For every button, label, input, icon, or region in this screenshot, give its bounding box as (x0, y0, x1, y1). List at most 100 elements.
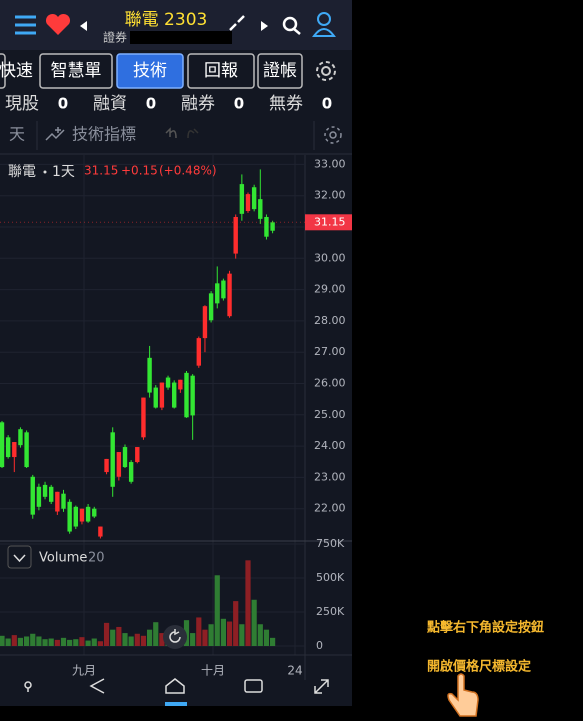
volume-bar (128, 636, 134, 646)
volume-bar (36, 636, 42, 646)
app (0, 0, 352, 706)
volume-bar (153, 622, 159, 646)
prev-icon[interactable] (80, 21, 87, 31)
position-label: 融券 (181, 94, 215, 114)
tab[interactable] (0, 53, 6, 89)
redo-icon[interactable] (187, 128, 199, 139)
candle-body (258, 199, 263, 219)
candle-body (264, 216, 269, 237)
volume-bar (79, 637, 85, 646)
volume-bar (214, 575, 220, 646)
title: 聯電 2303 (125, 10, 208, 30)
volume-bar (270, 637, 276, 646)
hint-line: 點擊右下角設定按鈕 (427, 620, 544, 636)
redacted (130, 31, 232, 44)
nav-indicator (165, 702, 187, 706)
position-value: 0 (322, 95, 332, 113)
volume-bar (233, 601, 239, 646)
price-tick-label: 25.00 (314, 408, 346, 421)
settings-icon[interactable] (316, 61, 336, 81)
tab-label[interactable]: 技術 (133, 61, 167, 81)
favorite-icon[interactable] (45, 13, 71, 36)
hand-icon (447, 673, 479, 717)
volume-bar (190, 633, 196, 646)
candle-body (221, 280, 226, 299)
candle-body (18, 429, 23, 446)
volume-bar (251, 599, 257, 646)
volume-bar (67, 639, 73, 646)
candle-body (251, 187, 257, 210)
volume-bar (226, 621, 233, 646)
candle-body (172, 382, 177, 408)
candle-body (0, 422, 5, 468)
candle-body (5, 437, 11, 458)
candle-body (215, 283, 220, 304)
volume-tick-label: 750K (316, 537, 345, 550)
hint-line: 開啟價格尺標設定 (427, 659, 531, 675)
reset-button[interactable] (163, 625, 187, 649)
position-value: 0 (146, 95, 156, 113)
volume-bar (116, 626, 122, 646)
candle-body (116, 452, 122, 477)
price-tick-label: 33.00 (314, 157, 346, 170)
nav-icons[interactable] (24, 678, 329, 694)
volume-bar (263, 629, 270, 646)
price-tick-label: 32.00 (314, 189, 346, 202)
candle-body (85, 506, 91, 522)
reset-icon[interactable] (169, 629, 181, 643)
volume-bar (48, 638, 54, 646)
compress-icon[interactable] (229, 15, 245, 31)
account-label: 證券 (103, 30, 127, 45)
scale-background (305, 155, 352, 680)
last-price: 31.15 (84, 164, 118, 178)
candle-body (104, 458, 109, 473)
tab[interactable] (257, 53, 303, 89)
x-tick-label: 十月 (201, 664, 225, 678)
volume-bar (103, 622, 110, 646)
price-tick-label: 27.00 (314, 345, 346, 358)
undo-icon[interactable] (165, 127, 177, 139)
indicators-button[interactable]: 技術指標 (72, 125, 136, 144)
price-tag-label: 31.15 (314, 215, 346, 228)
price-tick-label: 24.00 (314, 439, 346, 452)
indicator-icon[interactable] (45, 127, 65, 141)
price-tick-label: 30.00 (314, 251, 346, 264)
tab[interactable] (187, 53, 255, 89)
volume-bar (122, 633, 128, 646)
tab-label[interactable]: 快速 (0, 61, 33, 81)
candle-body (159, 382, 165, 408)
volume-bar (208, 624, 214, 646)
tab[interactable] (39, 53, 113, 89)
price-tick-label: 28.00 (314, 314, 346, 327)
chart-settings-icon[interactable] (324, 126, 342, 144)
volume-bar (85, 640, 91, 646)
tab-label[interactable]: 證帳 (263, 61, 297, 81)
candle-body (73, 506, 78, 527)
tab-label[interactable]: 智慧單 (51, 61, 102, 81)
user-icon[interactable] (312, 12, 336, 37)
candle-body (98, 526, 103, 537)
symbol: 聯電 (8, 164, 36, 180)
change-pct: (+0.48%) (159, 164, 217, 178)
candle-body (67, 501, 72, 532)
volume-bar (0, 635, 5, 646)
candle-body (208, 293, 214, 321)
candle-body (147, 357, 152, 393)
candle-body (128, 462, 134, 482)
volume-bar (91, 638, 97, 646)
period-button[interactable]: 天 (9, 125, 25, 144)
next-icon[interactable] (261, 21, 268, 31)
candle-body (61, 493, 66, 509)
position-label: 融資 (93, 94, 127, 114)
search-icon[interactable] (282, 16, 301, 35)
candle-body (190, 375, 195, 416)
candle-body (245, 194, 251, 212)
dot (43, 170, 47, 174)
volume-bar (183, 620, 190, 646)
menu-icon[interactable] (15, 15, 36, 35)
volume-tick-label: 0 (316, 639, 323, 652)
collapse-icon[interactable] (13, 554, 26, 563)
tab[interactable] (116, 53, 184, 89)
tab-label[interactable]: 回報 (204, 61, 238, 81)
collapse-button[interactable] (7, 545, 32, 569)
